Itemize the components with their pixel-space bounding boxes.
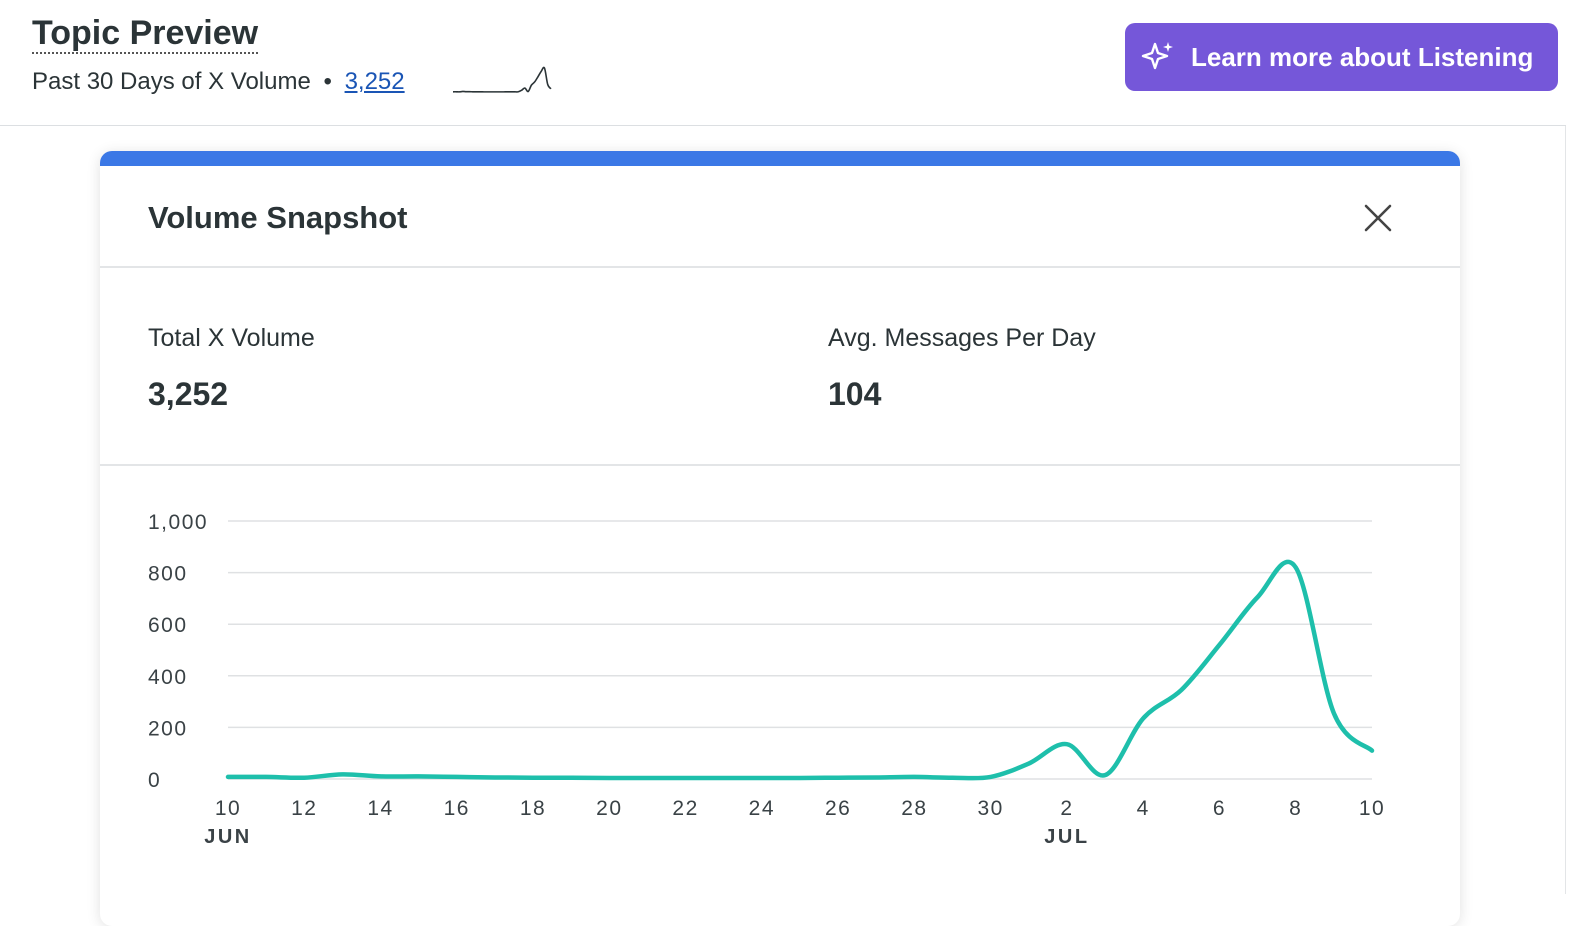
x-tick-label: 16 bbox=[444, 797, 470, 820]
month-label: JUL bbox=[1044, 826, 1089, 848]
x-tick-label: 14 bbox=[367, 797, 393, 820]
snapshot-card: Volume Snapshot Total X Volume 3,252 Avg… bbox=[100, 151, 1460, 926]
button-label: Learn more about Listening bbox=[1191, 41, 1534, 72]
y-tick-label: 800 bbox=[148, 563, 188, 586]
scroll-divider bbox=[1565, 126, 1566, 894]
separator: • bbox=[323, 68, 332, 95]
y-tick-label: 600 bbox=[148, 614, 188, 637]
y-tick-label: 200 bbox=[148, 717, 188, 740]
page-title: Topic Preview bbox=[32, 14, 259, 54]
volume-line bbox=[225, 559, 1375, 781]
header-divider bbox=[0, 125, 1566, 126]
x-tick-label: 30 bbox=[977, 797, 1003, 820]
close-button[interactable] bbox=[1362, 202, 1394, 234]
y-tick-label: 400 bbox=[148, 666, 188, 689]
x-tick-label: 24 bbox=[749, 797, 775, 820]
x-tick-label: 28 bbox=[901, 797, 927, 820]
divider bbox=[100, 464, 1460, 466]
x-tick-label: 10 bbox=[215, 797, 241, 820]
stat-label: Total X Volume bbox=[148, 324, 315, 352]
volume-link[interactable]: 3,252 bbox=[344, 68, 405, 95]
x-tick-label: 10 bbox=[1359, 797, 1385, 820]
sparkline-line bbox=[452, 66, 552, 93]
x-tick-label: 2 bbox=[1060, 797, 1073, 820]
stat-value: 104 bbox=[828, 376, 882, 412]
page: Topic Preview Past 30 Days of X Volume •… bbox=[0, 14, 1566, 894]
sparkle-icon bbox=[1141, 42, 1173, 70]
x-tick-label: 8 bbox=[1289, 797, 1302, 820]
subtitle: Past 30 Days of X Volume bbox=[32, 68, 311, 95]
divider bbox=[100, 266, 1460, 268]
x-tick-label: 26 bbox=[825, 797, 851, 820]
x-tick-label: 22 bbox=[672, 797, 698, 820]
y-tick-label: 0 bbox=[148, 769, 161, 792]
stat-label: Avg. Messages Per Day bbox=[828, 324, 1096, 352]
learn-more-button[interactable]: Learn more about Listening bbox=[1125, 23, 1558, 91]
x-tick-label: 4 bbox=[1137, 797, 1150, 820]
x-tick-label: 18 bbox=[520, 797, 546, 820]
subtitle-row: Past 30 Days of X Volume • 3,252 bbox=[32, 68, 405, 96]
x-tick-label: 12 bbox=[291, 797, 317, 820]
card-title: Volume Snapshot bbox=[148, 200, 408, 235]
y-tick-label: 1,000 bbox=[148, 511, 208, 534]
sparkline bbox=[452, 66, 552, 93]
stat-value: 3,252 bbox=[148, 376, 229, 412]
x-tick-label: 6 bbox=[1213, 797, 1226, 820]
x-tick-label: 20 bbox=[596, 797, 622, 820]
month-label: JUN bbox=[204, 826, 252, 848]
